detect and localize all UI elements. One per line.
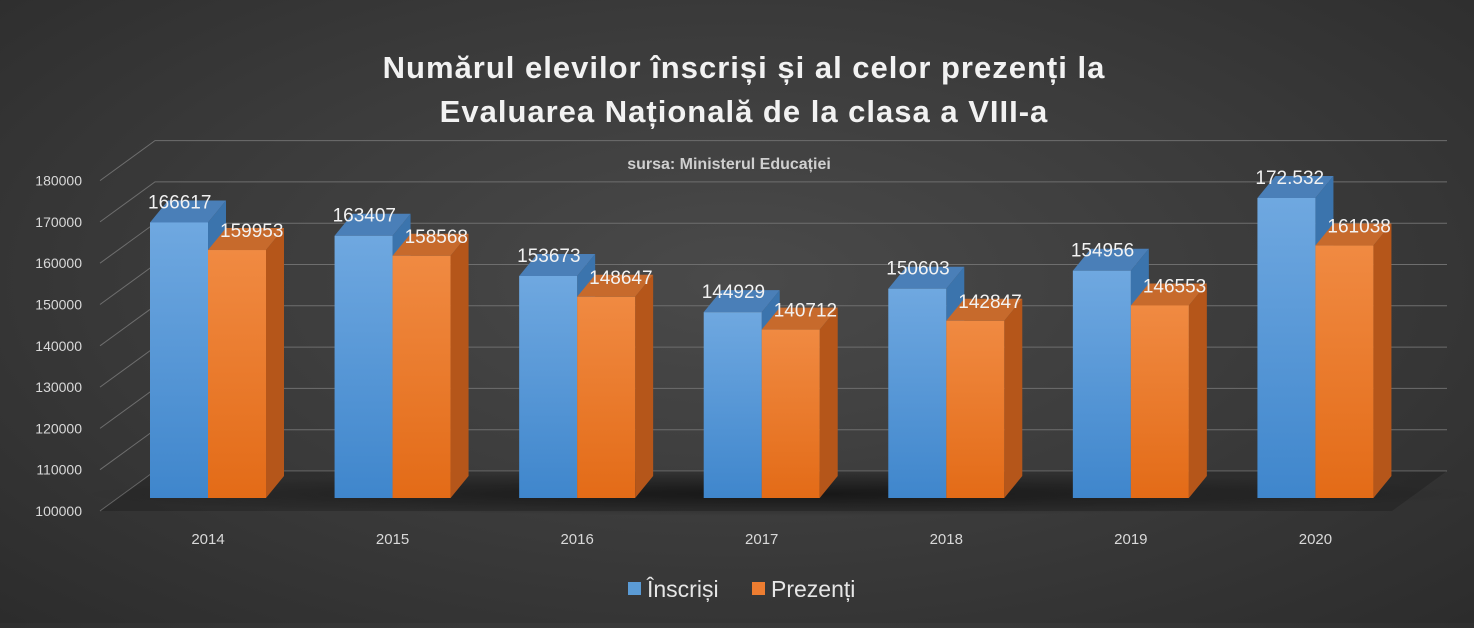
bar-side — [450, 233, 469, 498]
legend-swatch-prezenti — [752, 582, 765, 595]
legend: Înscriși Prezenți — [628, 576, 855, 602]
bar-side — [819, 307, 838, 498]
chart-subtitle: sursa: Ministerul Educației — [627, 156, 831, 173]
data-label: 166617 — [148, 192, 211, 213]
bar-top — [1072, 248, 1149, 271]
x-tick-label: 2018 — [930, 531, 963, 548]
gridline — [99, 181, 1447, 223]
bar-top — [1257, 176, 1334, 198]
y-tick-label: 120000 — [35, 420, 82, 436]
bar-inscrisi — [1072, 270, 1131, 498]
data-label: 140712 — [774, 301, 837, 322]
data-label: 158568 — [405, 227, 468, 248]
bar-prezenti — [392, 255, 451, 498]
bar-prezenti — [1130, 305, 1189, 498]
data-label: 150603 — [886, 259, 949, 280]
bars-layer: 166617 159953 163407 158568 153673 148647 1449… — [148, 168, 1392, 499]
x-tick-label: 2020 — [1299, 531, 1332, 548]
y-tick-label: 150000 — [35, 297, 82, 313]
data-label: 159953 — [220, 221, 283, 242]
gridline — [99, 222, 1447, 264]
data-label: 172.532 — [1255, 168, 1324, 189]
y-axis: 100000 110000 120000 130000 140000 150000 1600… — [35, 173, 82, 519]
y-tick-label: 100000 — [35, 503, 82, 519]
legend-swatch-inscrisi — [628, 582, 641, 595]
bar-inscrisi — [703, 312, 762, 498]
bar-top — [208, 228, 284, 251]
gridline — [99, 140, 1447, 182]
bar-prezenti — [577, 296, 636, 498]
data-label: 142847 — [958, 292, 1021, 313]
y-tick-label: 160000 — [35, 255, 82, 271]
x-tick-label: 2014 — [191, 531, 224, 548]
x-tick-label: 2016 — [560, 531, 593, 548]
data-label: 161038 — [1327, 217, 1390, 238]
data-label: 148647 — [589, 268, 652, 289]
bar-top — [150, 200, 226, 223]
bar-inscrisi — [888, 288, 947, 498]
x-tick-label: 2015 — [376, 531, 409, 548]
bar-prezenti — [946, 320, 1005, 498]
data-label: 163407 — [333, 206, 396, 227]
bar-side — [266, 228, 284, 498]
data-label: 144929 — [702, 282, 765, 303]
x-tick-label: 2017 — [745, 531, 778, 548]
y-tick-label: 180000 — [35, 173, 82, 189]
y-tick-label: 110000 — [36, 462, 82, 478]
x-axis: 2014 2015 2016 2017 2018 2019 2020 — [191, 531, 1332, 548]
bar-prezenti — [1315, 245, 1374, 498]
bar-top — [392, 233, 469, 256]
bar-inscrisi — [334, 235, 393, 499]
y-tick-label: 170000 — [35, 214, 82, 230]
chart-title-line-2: Evaluarea Națională de la clasa a VIII-a — [440, 94, 1049, 129]
bar-side — [1188, 283, 1207, 498]
y-tick-label: 140000 — [35, 338, 82, 354]
bar-top — [334, 213, 411, 236]
bar-prezenti — [761, 329, 820, 498]
x-tick-label: 2019 — [1114, 531, 1147, 548]
bar-inscrisi — [1257, 198, 1316, 498]
bar-top — [1315, 223, 1392, 246]
bar-inscrisi — [150, 222, 208, 498]
bar-prezenti — [208, 250, 266, 498]
bar-top — [519, 254, 596, 277]
bar-inscrisi — [519, 276, 578, 498]
bar-top — [703, 290, 780, 313]
legend-label-inscrisi: Înscriși — [646, 576, 719, 602]
legend-label-prezenti: Prezenți — [771, 576, 855, 602]
data-label: 153673 — [517, 246, 580, 267]
data-label: 146553 — [1143, 276, 1206, 297]
bar-side — [1004, 298, 1023, 498]
y-tick-label: 130000 — [35, 379, 82, 395]
bar-top — [888, 266, 965, 289]
chart-title-line-1: Numărul elevilor înscriși și al celor pr… — [383, 50, 1106, 85]
data-label: 154956 — [1071, 241, 1134, 262]
bar-top — [946, 298, 1023, 321]
bar-side — [635, 274, 654, 498]
bar-top — [1130, 283, 1207, 306]
bar-top — [761, 307, 838, 330]
bar-top — [577, 274, 654, 297]
bar-side — [1373, 223, 1392, 498]
